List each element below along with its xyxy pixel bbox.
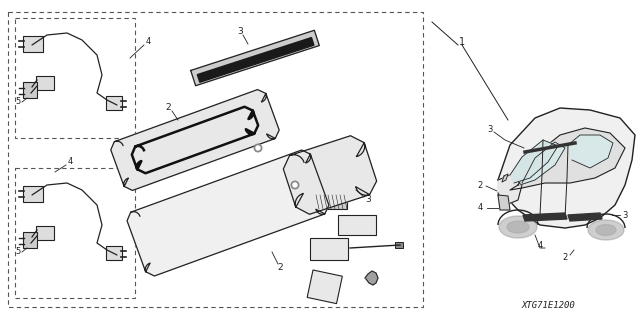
Text: 2: 2 <box>165 103 171 113</box>
Text: 3: 3 <box>487 125 493 135</box>
Circle shape <box>254 144 262 152</box>
FancyBboxPatch shape <box>23 232 37 248</box>
Polygon shape <box>365 271 378 285</box>
Text: 1: 1 <box>459 37 465 47</box>
FancyBboxPatch shape <box>36 76 54 90</box>
Text: 4: 4 <box>477 204 483 212</box>
Text: 2: 2 <box>563 254 568 263</box>
Text: 2: 2 <box>277 263 283 271</box>
Text: 2: 2 <box>477 181 483 189</box>
Polygon shape <box>502 174 508 182</box>
Polygon shape <box>568 213 602 221</box>
Polygon shape <box>510 140 558 183</box>
FancyBboxPatch shape <box>23 82 37 98</box>
FancyBboxPatch shape <box>23 186 43 202</box>
Ellipse shape <box>588 220 624 240</box>
Polygon shape <box>523 213 567 221</box>
Text: 3: 3 <box>622 211 628 219</box>
Text: 4: 4 <box>538 241 543 249</box>
Ellipse shape <box>507 221 529 233</box>
Polygon shape <box>191 30 319 86</box>
Text: 4: 4 <box>145 38 150 47</box>
Polygon shape <box>498 195 510 210</box>
Text: 4: 4 <box>67 158 72 167</box>
FancyBboxPatch shape <box>106 96 122 110</box>
Bar <box>307 270 342 304</box>
Text: XTG71E1200: XTG71E1200 <box>521 300 575 309</box>
Bar <box>15 168 135 298</box>
FancyBboxPatch shape <box>106 246 122 260</box>
Polygon shape <box>510 128 625 190</box>
FancyBboxPatch shape <box>23 36 43 52</box>
Bar <box>395 242 403 248</box>
Text: 5: 5 <box>15 248 20 256</box>
Polygon shape <box>498 108 635 228</box>
Circle shape <box>291 181 299 189</box>
Text: 3: 3 <box>365 196 371 204</box>
Bar <box>15 18 135 138</box>
Text: 3: 3 <box>237 27 243 36</box>
Bar <box>310 238 348 260</box>
FancyBboxPatch shape <box>36 226 54 240</box>
Polygon shape <box>197 38 314 82</box>
Polygon shape <box>568 135 613 168</box>
Polygon shape <box>498 175 522 205</box>
Ellipse shape <box>499 216 537 238</box>
Ellipse shape <box>596 225 616 235</box>
Circle shape <box>293 183 297 187</box>
Circle shape <box>256 146 260 150</box>
Polygon shape <box>111 90 279 190</box>
Bar <box>338 215 376 235</box>
Polygon shape <box>284 136 377 214</box>
Polygon shape <box>520 142 565 185</box>
Bar <box>315 195 347 209</box>
Text: 5: 5 <box>15 98 20 107</box>
Polygon shape <box>127 150 329 276</box>
Bar <box>8 12 423 307</box>
